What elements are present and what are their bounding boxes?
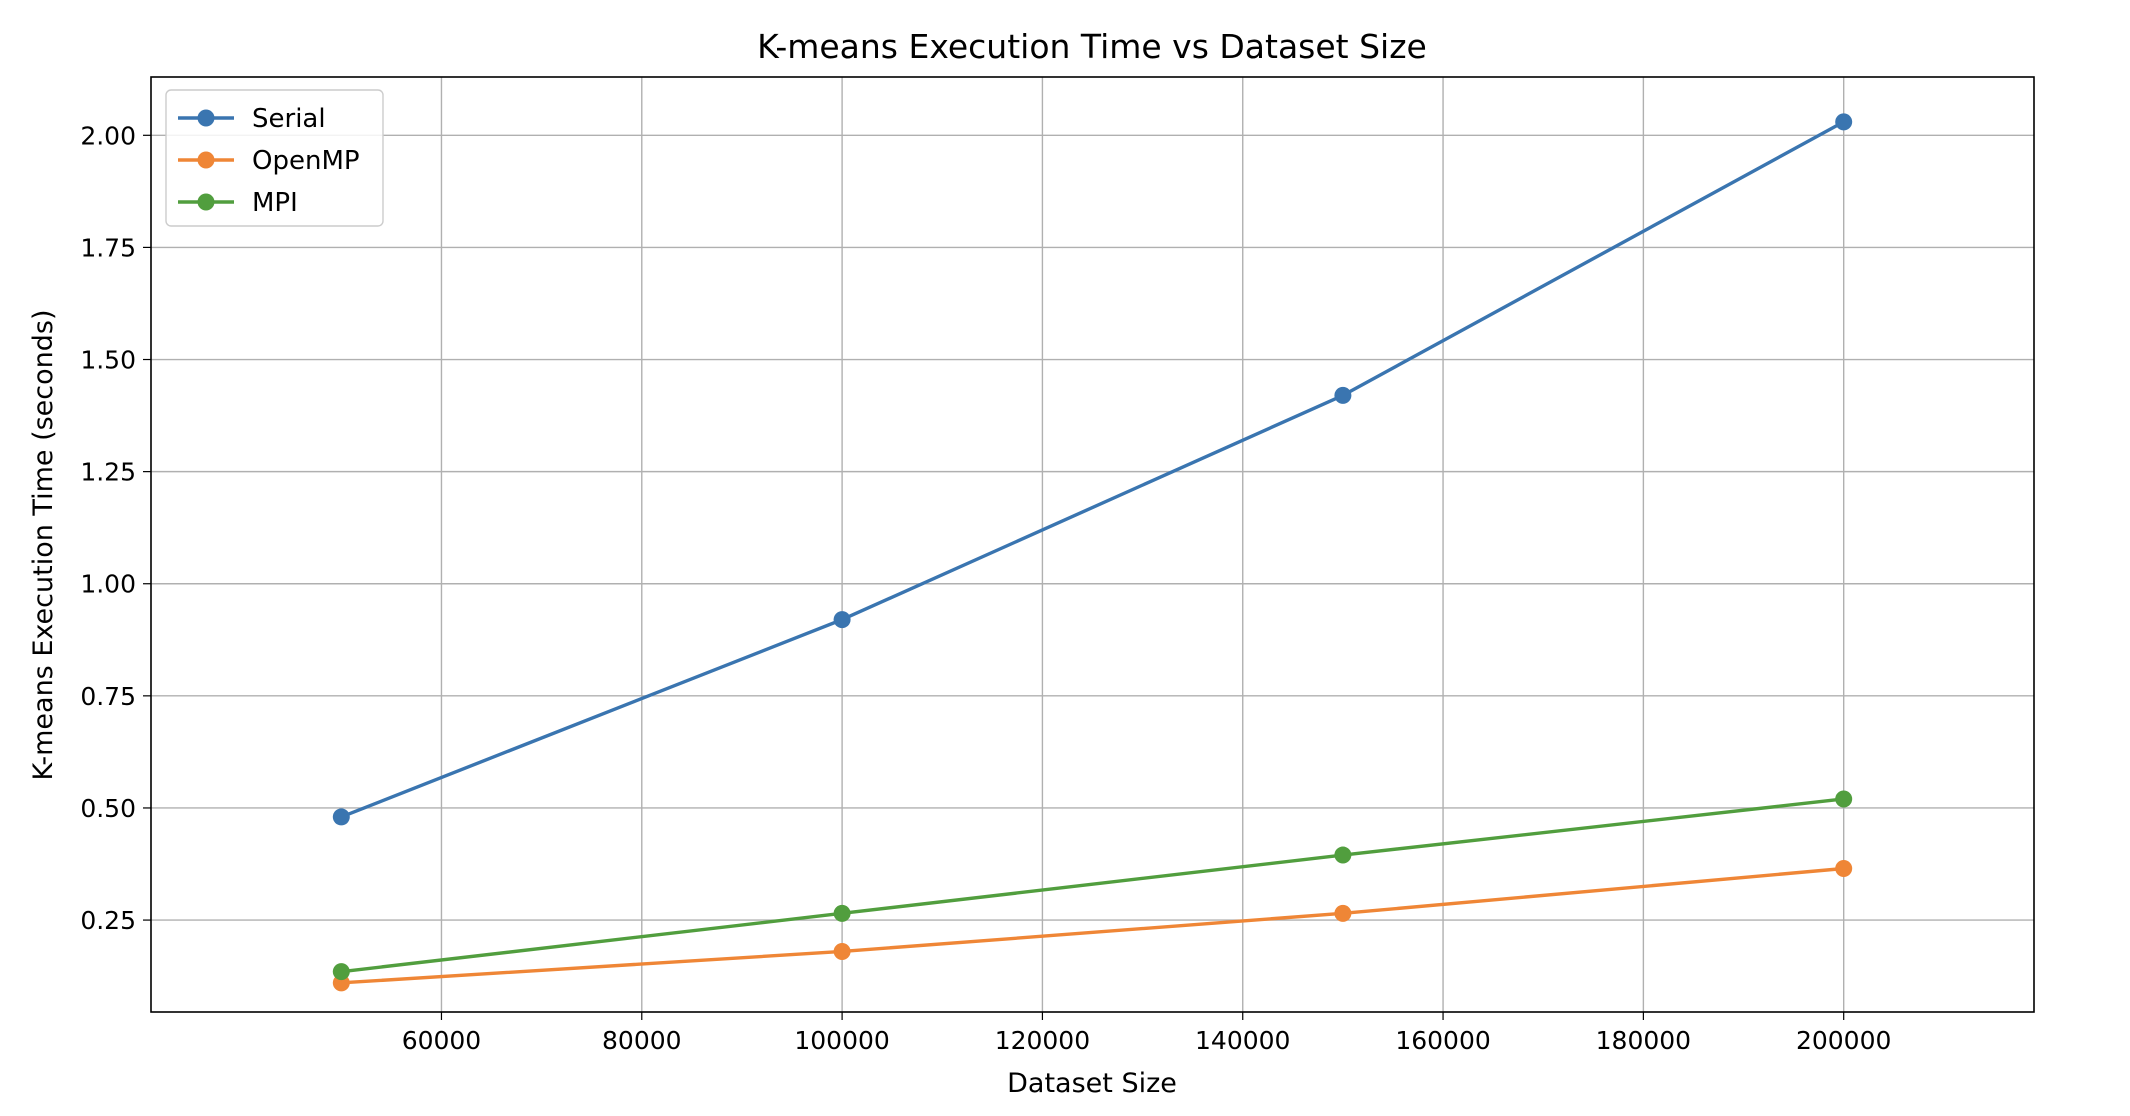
data-point-openmp [1835,859,1853,877]
x-tick-label: 120000 [995,1026,1090,1055]
plot-area-frame [150,76,2035,1013]
y-tick-label: 0.50 [80,794,136,823]
legend-swatch-marker [197,193,215,211]
legend-swatch-marker [197,151,215,169]
x-tick-label: 200000 [1796,1026,1891,1055]
y-tick-label: 1.00 [80,570,136,599]
legend-box [165,89,384,227]
series-line-openmp [341,866,1844,985]
series-openmp [332,859,1853,992]
data-point-mpi [1835,790,1853,808]
y-tick-label: 1.75 [80,233,136,262]
data-point-mpi [332,963,350,981]
series-line-mpi [341,797,1844,974]
y-tick-label: 1.50 [80,346,136,375]
x-tick-label: 140000 [1195,1026,1290,1055]
x-tick-label: 100000 [794,1026,889,1055]
legend-label: OpenMP [252,146,360,176]
data-point-openmp [833,942,851,960]
data-point-serial [1334,386,1352,404]
data-point-mpi [833,904,851,922]
chart-title: K-means Execution Time vs Dataset Size [757,27,1427,66]
y-tick-label: 0.25 [80,906,136,935]
x-tick-label: 60000 [402,1026,482,1055]
data-point-serial [833,611,851,629]
x-axis-label: Dataset Size [1007,1068,1177,1099]
data-point-serial [332,808,350,826]
x-axis-ticks: 60000 80000 100000 120000 140000 160000 180000… [402,1012,1891,1055]
series-line-serial [340,120,1845,819]
legend-swatch-marker [197,109,215,127]
data-point-serial [1835,113,1853,131]
legend-item-openmp: OpenMP [178,146,360,176]
x-tick-label: 180000 [1596,1026,1691,1055]
series-serial [332,113,1853,826]
legend-label: MPI [252,188,298,218]
x-tick-label: 160000 [1395,1026,1490,1055]
legend-label: Serial [252,104,326,134]
y-axis-label: K-means Execution Time (seconds) [28,310,59,781]
grid [151,77,2034,1012]
y-tick-label: 1.25 [80,458,136,487]
series-mpi [332,790,1853,981]
y-axis-ticks: 0.25 0.50 0.75 1.00 1.25 1.50 1.75 2.00 [80,121,151,935]
data-point-mpi [1334,846,1352,864]
data-point-openmp [1334,904,1352,922]
series-group [332,113,1853,992]
y-tick-label: 2.00 [80,121,136,150]
legend: Serial OpenMP MPI [165,89,384,227]
y-tick-label: 0.75 [80,682,136,711]
legend-item-serial: Serial [178,104,326,134]
legend-item-mpi: MPI [178,188,298,218]
x-tick-label: 80000 [602,1026,682,1055]
